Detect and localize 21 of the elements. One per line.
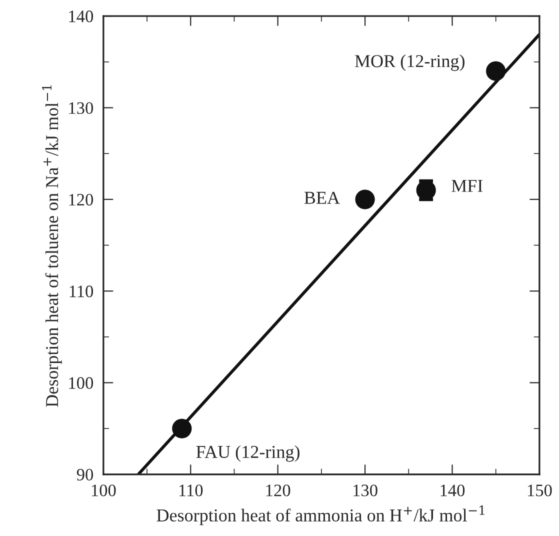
y-tick-label: 120 [69,194,94,206]
point [486,61,506,81]
y-tick-label: 140 [69,10,94,22]
annotation: FAU (12-ring) [196,445,300,462]
x-tick-label: 110 [179,484,203,496]
x-tick-label: 140 [440,484,465,496]
x-tick-label: 120 [266,484,290,496]
x-tick-label: 150 [528,484,552,496]
y-tick-label: 90 [76,468,94,481]
x-tick-label: 100 [92,484,116,496]
annotation: MOR (12-ring) [354,54,464,71]
y-tick-label: 100 [69,377,94,389]
annotation: BEA [304,192,340,204]
point [172,418,192,438]
y-tick-label: 130 [69,102,94,114]
x-tick-label: 130 [354,484,378,496]
x-axis-title: Desorption heat of ammonia on H$^{+}$/kJ mol$^{−1}$ [156,505,484,526]
annotation: MFI [452,180,483,192]
y-tick-label: 110 [70,286,94,298]
y-axis-title: Desorption heat of toluene on Na$^{+}$/kJ mol$^{−1}$ [42,85,62,407]
point [355,190,375,210]
